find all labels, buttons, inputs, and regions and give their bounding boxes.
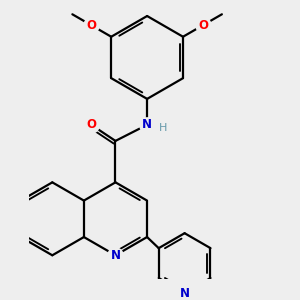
Text: O: O [198, 19, 208, 32]
Text: O: O [86, 19, 96, 32]
Text: N: N [110, 249, 121, 262]
Text: N: N [142, 118, 152, 131]
Text: N: N [180, 286, 190, 299]
Text: H: H [159, 123, 167, 133]
Text: O: O [86, 118, 96, 131]
